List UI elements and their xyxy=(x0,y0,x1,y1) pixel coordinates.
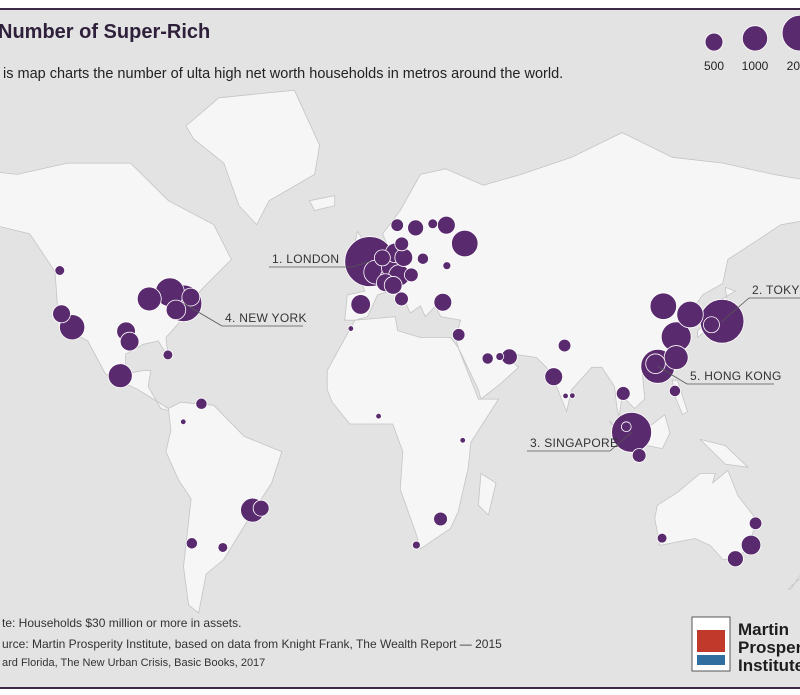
city-label: 1. LONDON xyxy=(272,252,339,266)
leader-line xyxy=(657,366,688,385)
city-bubble xyxy=(703,316,720,334)
landmass xyxy=(787,574,800,590)
legend-label: 1000 xyxy=(742,59,769,73)
city-bubble xyxy=(433,511,448,527)
land xyxy=(0,89,800,614)
city-bubble xyxy=(427,218,439,230)
footnote: te: Households $30 million or more in as… xyxy=(2,616,241,630)
city-bubble xyxy=(52,304,71,324)
city-bubble xyxy=(185,537,198,550)
city-bubble xyxy=(180,418,187,426)
city-bubble xyxy=(437,215,456,235)
landmass xyxy=(698,438,750,468)
landmass xyxy=(477,472,497,516)
city-bubble xyxy=(54,265,66,276)
city-bubble xyxy=(350,294,371,315)
city-bubble xyxy=(451,328,466,342)
city-bubble xyxy=(107,363,133,389)
city-bubble xyxy=(620,421,632,433)
city-bubble xyxy=(165,299,187,321)
city-bubble xyxy=(748,516,763,531)
legend-bubble xyxy=(704,32,724,52)
city-bubble xyxy=(615,386,631,401)
landmass xyxy=(654,469,757,560)
legend-bubble xyxy=(741,25,769,52)
city-label: 5. HONG KONG xyxy=(690,369,782,383)
city-bubble xyxy=(740,534,762,556)
city-bubble xyxy=(411,540,421,550)
legend-label: 2000 xyxy=(787,59,800,73)
city-bubble xyxy=(403,267,419,283)
title: Number of Super-Rich xyxy=(0,21,210,43)
city-bubble xyxy=(495,352,505,361)
city-bubble xyxy=(668,384,681,397)
city-bubble xyxy=(656,532,668,544)
city-bubble xyxy=(407,219,425,237)
city-label: 2. TOKYO xyxy=(752,283,800,297)
logo-band xyxy=(697,655,725,665)
city-bubble xyxy=(373,249,391,267)
source: urce: Martin Prosperity Institute, based… xyxy=(2,637,502,651)
city-bubble xyxy=(394,291,409,307)
city-bubble xyxy=(390,218,404,232)
landmass xyxy=(308,195,336,211)
city-bubble xyxy=(631,448,647,463)
city-bubble xyxy=(562,392,569,400)
city-bubble xyxy=(544,367,564,386)
leader-line xyxy=(351,261,370,268)
city-bubble xyxy=(442,261,452,271)
legend-label: 500 xyxy=(704,59,724,73)
logo-text: Prosperi xyxy=(738,638,800,657)
city-bubble xyxy=(433,292,453,312)
city-bubble xyxy=(676,300,704,329)
city-bubble xyxy=(217,542,229,553)
logo-cover xyxy=(697,630,725,652)
city-bubble xyxy=(645,353,666,374)
city-bubble xyxy=(649,292,677,320)
credit: ard Florida, The New Urban Crisis, Basic… xyxy=(2,657,265,669)
landmass xyxy=(326,316,500,550)
logo-text: Institute xyxy=(738,656,800,675)
subtitle: is map charts the number of ulta high ne… xyxy=(3,66,563,82)
bubbles xyxy=(52,215,763,568)
city-bubble xyxy=(394,236,410,252)
city-bubble xyxy=(569,392,576,399)
city-bubble xyxy=(663,345,689,370)
city-bubble xyxy=(252,499,270,517)
city-bubble xyxy=(162,349,174,361)
city-bubble xyxy=(557,338,572,353)
city-bubble xyxy=(375,412,382,420)
city-bubble xyxy=(451,229,479,258)
landmass xyxy=(165,401,283,614)
landmass xyxy=(185,89,321,226)
city-bubble xyxy=(347,325,355,332)
city-label: 3. SINGAPORE xyxy=(530,436,618,450)
city-bubble xyxy=(481,352,494,365)
city-labels: 1. LONDON 2. TOKYO 3. SINGAPORE 4. NEW YORK… xyxy=(183,252,800,452)
leader-line xyxy=(183,303,223,327)
city-bubble xyxy=(136,286,162,312)
city-bubble xyxy=(195,397,208,410)
city-bubble xyxy=(459,437,466,444)
leader-line xyxy=(721,297,750,322)
city-bubble xyxy=(727,550,744,568)
logo-text: Martin xyxy=(738,620,789,639)
city-bubble xyxy=(119,331,140,352)
city-bubble xyxy=(181,287,201,307)
leader-line xyxy=(609,431,632,452)
city-bubble xyxy=(383,276,403,295)
city-bubble xyxy=(394,248,414,267)
city-label: 4. NEW YORK xyxy=(225,311,307,325)
logo: Martin Prosperi Institute xyxy=(691,616,800,675)
city-bubble xyxy=(416,252,429,265)
